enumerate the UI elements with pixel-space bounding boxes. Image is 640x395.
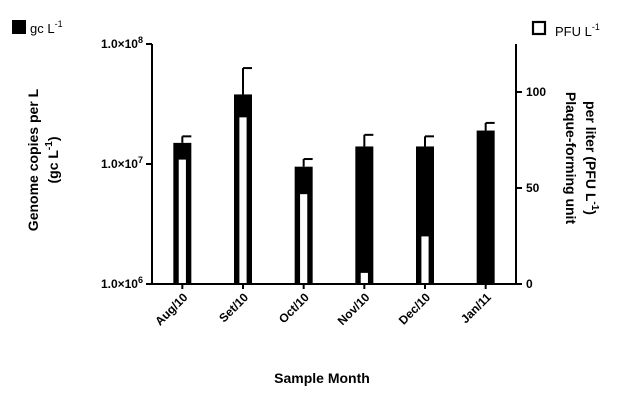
x-tick-label-0: Aug/10 (152, 290, 190, 328)
x-tick-label-4: Dec/10 (396, 290, 433, 327)
y-tick-label-right-0: 0 (526, 277, 533, 291)
plot-area: 1.0×106 1.0×107 1.0×108 0 50 100 Aug/10 Set/10 O… (101, 35, 546, 328)
bar-pfu-3 (359, 272, 369, 285)
bar-pfu-1 (238, 116, 248, 285)
y-axis-title-right: Plaque-forming unit (563, 92, 579, 225)
legend-gc-label: gc L-1 (30, 19, 63, 36)
y-tick-label-right-1: 50 (526, 181, 540, 195)
y-axis-title-left: Genome copies per L (25, 88, 41, 231)
legend-swatch-pfu (531, 20, 547, 36)
y-axis-title-left-unit: (gc L-1) (44, 136, 61, 183)
bar-gc-4 (416, 146, 434, 284)
bar-pfu-4 (420, 235, 430, 285)
y-tick-label-left-0: 1.0×106 (101, 275, 143, 291)
x-tick-label-2: Oct/10 (276, 290, 312, 326)
bar-gc-3 (355, 146, 374, 284)
y-tick-label-left-2: 1.0×108 (101, 35, 143, 51)
y-tick-label-left-1: 1.0×107 (101, 155, 143, 171)
y-tick-label-right-2: 100 (526, 85, 546, 99)
bar-gc-5 (476, 130, 495, 284)
x-tick-label-1: Set/10 (216, 290, 251, 325)
legend-swatch-gc (12, 20, 26, 34)
x-tick-label-3: Nov/10 (335, 290, 373, 328)
x-axis-title: Sample Month (274, 370, 370, 386)
bar-pfu-2 (299, 193, 309, 285)
legend-pfu-label: PFU L-1 (555, 22, 600, 39)
y-axis-title-right-unit: per liter (PFU L-1) (583, 101, 600, 215)
x-tick-label-5: Jan/11 (458, 290, 494, 326)
bar-pfu-0 (177, 158, 187, 285)
